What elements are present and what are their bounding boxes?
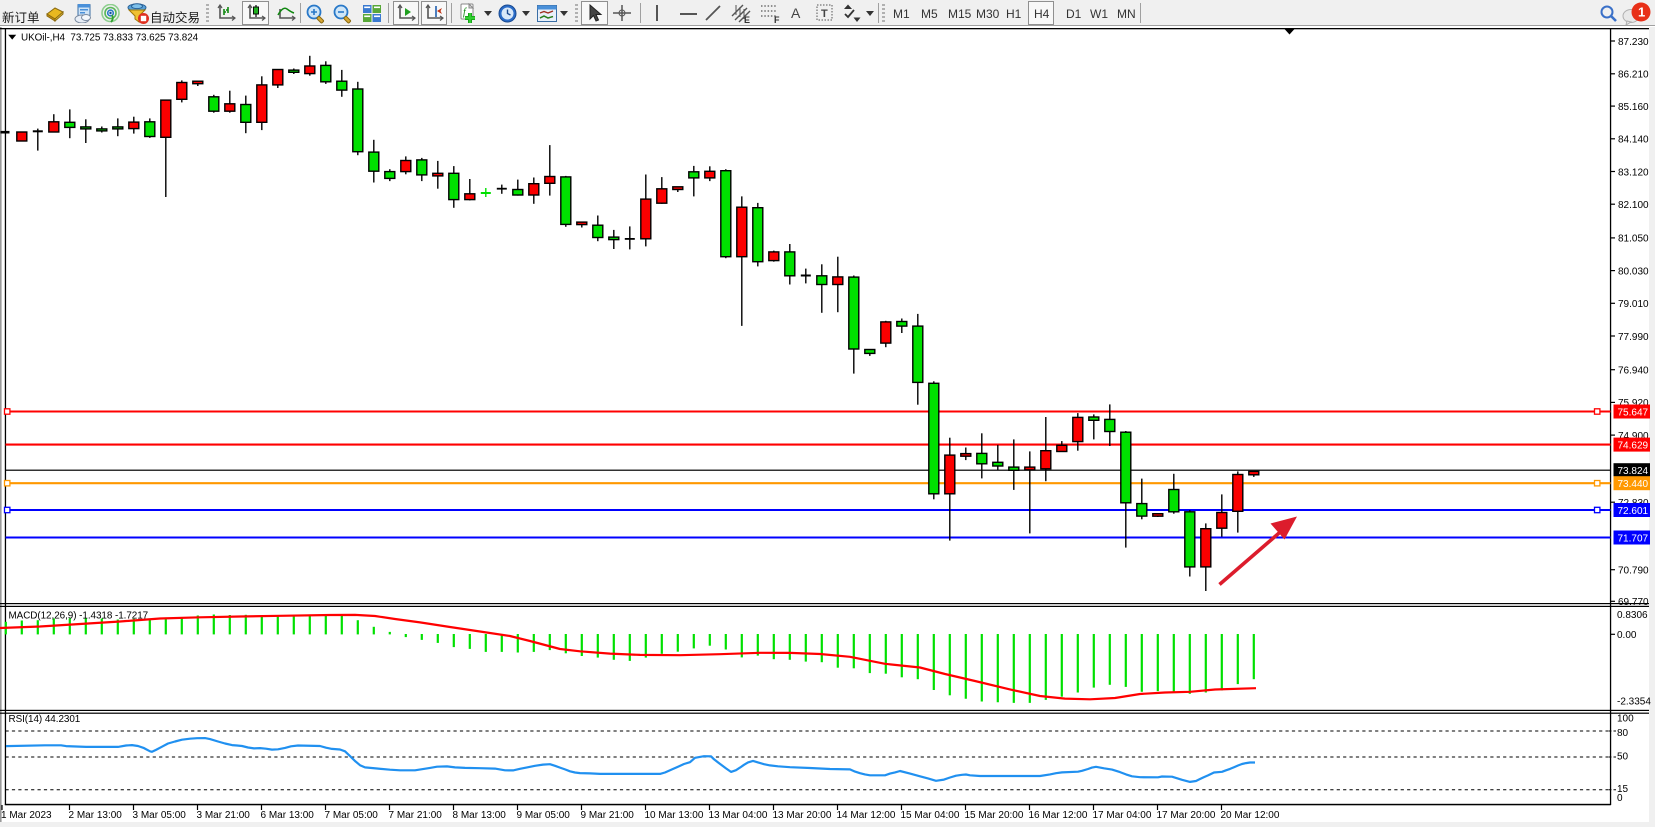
svg-text:13 Mar 20:00: 13 Mar 20:00 bbox=[773, 810, 832, 821]
svg-text:73.440: 73.440 bbox=[1618, 479, 1649, 490]
svg-text:1 Mar 2023: 1 Mar 2023 bbox=[1, 810, 52, 821]
svg-text:20 Mar 12:00: 20 Mar 12:00 bbox=[1221, 810, 1280, 821]
svg-text:15 Mar 04:00: 15 Mar 04:00 bbox=[901, 810, 960, 821]
svg-text:86.210: 86.210 bbox=[1618, 70, 1649, 81]
svg-text:75.647: 75.647 bbox=[1618, 407, 1649, 418]
svg-text:82.100: 82.100 bbox=[1618, 200, 1649, 211]
svg-text:69.770: 69.770 bbox=[1618, 597, 1649, 608]
svg-text:15: 15 bbox=[1617, 784, 1629, 795]
svg-text:81.050: 81.050 bbox=[1618, 234, 1649, 245]
svg-text:15 Mar 20:00: 15 Mar 20:00 bbox=[965, 810, 1024, 821]
svg-text:f: f bbox=[463, 7, 467, 18]
svg-text:79.010: 79.010 bbox=[1618, 299, 1649, 310]
svg-text:71.707: 71.707 bbox=[1618, 533, 1649, 544]
svg-text:16 Mar 12:00: 16 Mar 12:00 bbox=[1029, 810, 1088, 821]
svg-text:0.8306: 0.8306 bbox=[1617, 610, 1648, 621]
svg-text:7 Mar 05:00: 7 Mar 05:00 bbox=[325, 810, 379, 821]
svg-text:10 Mar 13:00: 10 Mar 13:00 bbox=[645, 810, 704, 821]
svg-text:T: T bbox=[821, 8, 828, 20]
svg-text:80.030: 80.030 bbox=[1618, 266, 1649, 277]
svg-text:RSI(14) 44.2301: RSI(14) 44.2301 bbox=[9, 714, 81, 725]
svg-text:8 Mar 13:00: 8 Mar 13:00 bbox=[453, 810, 507, 821]
svg-text:74.900: 74.900 bbox=[1618, 431, 1649, 442]
svg-text:76.940: 76.940 bbox=[1618, 366, 1649, 377]
svg-text:75.920: 75.920 bbox=[1618, 398, 1649, 409]
svg-text:83.120: 83.120 bbox=[1618, 167, 1649, 178]
svg-text:1: 1 bbox=[1638, 5, 1645, 20]
svg-text:80: 80 bbox=[1617, 728, 1629, 739]
svg-text:6 Mar 13:00: 6 Mar 13:00 bbox=[261, 810, 315, 821]
svg-text:13 Mar 04:00: 13 Mar 04:00 bbox=[709, 810, 768, 821]
svg-text:84.140: 84.140 bbox=[1618, 135, 1649, 146]
svg-text:77.990: 77.990 bbox=[1618, 332, 1649, 343]
svg-text:100: 100 bbox=[1617, 713, 1634, 724]
svg-text:50: 50 bbox=[1617, 751, 1629, 762]
svg-text:9 Mar 21:00: 9 Mar 21:00 bbox=[581, 810, 635, 821]
svg-text:3 Mar 05:00: 3 Mar 05:00 bbox=[133, 810, 187, 821]
svg-text:73.824: 73.824 bbox=[1618, 466, 1649, 477]
svg-text:14 Mar 12:00: 14 Mar 12:00 bbox=[837, 810, 896, 821]
svg-text:74.629: 74.629 bbox=[1618, 441, 1649, 452]
svg-text:7 Mar 21:00: 7 Mar 21:00 bbox=[389, 810, 443, 821]
svg-text:0: 0 bbox=[1617, 793, 1623, 804]
svg-text:0.00: 0.00 bbox=[1617, 630, 1637, 641]
svg-text:87.230: 87.230 bbox=[1618, 37, 1649, 48]
svg-text:MACD(12,26,9) -1.4318 -1.7217: MACD(12,26,9) -1.4318 -1.7217 bbox=[9, 611, 149, 622]
svg-text:3 Mar 21:00: 3 Mar 21:00 bbox=[197, 810, 251, 821]
svg-text:9 Mar 05:00: 9 Mar 05:00 bbox=[517, 810, 571, 821]
svg-text:85.160: 85.160 bbox=[1618, 102, 1649, 113]
svg-text:17 Mar 04:00: 17 Mar 04:00 bbox=[1093, 810, 1152, 821]
svg-text:70.790: 70.790 bbox=[1618, 566, 1649, 577]
svg-text:F: F bbox=[774, 15, 780, 24]
svg-text:E: E bbox=[744, 15, 750, 24]
svg-text:2 Mar 13:00: 2 Mar 13:00 bbox=[69, 810, 123, 821]
svg-text:-2.3354: -2.3354 bbox=[1617, 697, 1651, 708]
svg-text:72.601: 72.601 bbox=[1618, 506, 1649, 517]
svg-text:UKOil-,H4 73.725 73.833 73.62: UKOil-,H4 73.725 73.833 73.625 73.824 bbox=[21, 32, 199, 43]
svg-text:17 Mar 20:00: 17 Mar 20:00 bbox=[1157, 810, 1216, 821]
